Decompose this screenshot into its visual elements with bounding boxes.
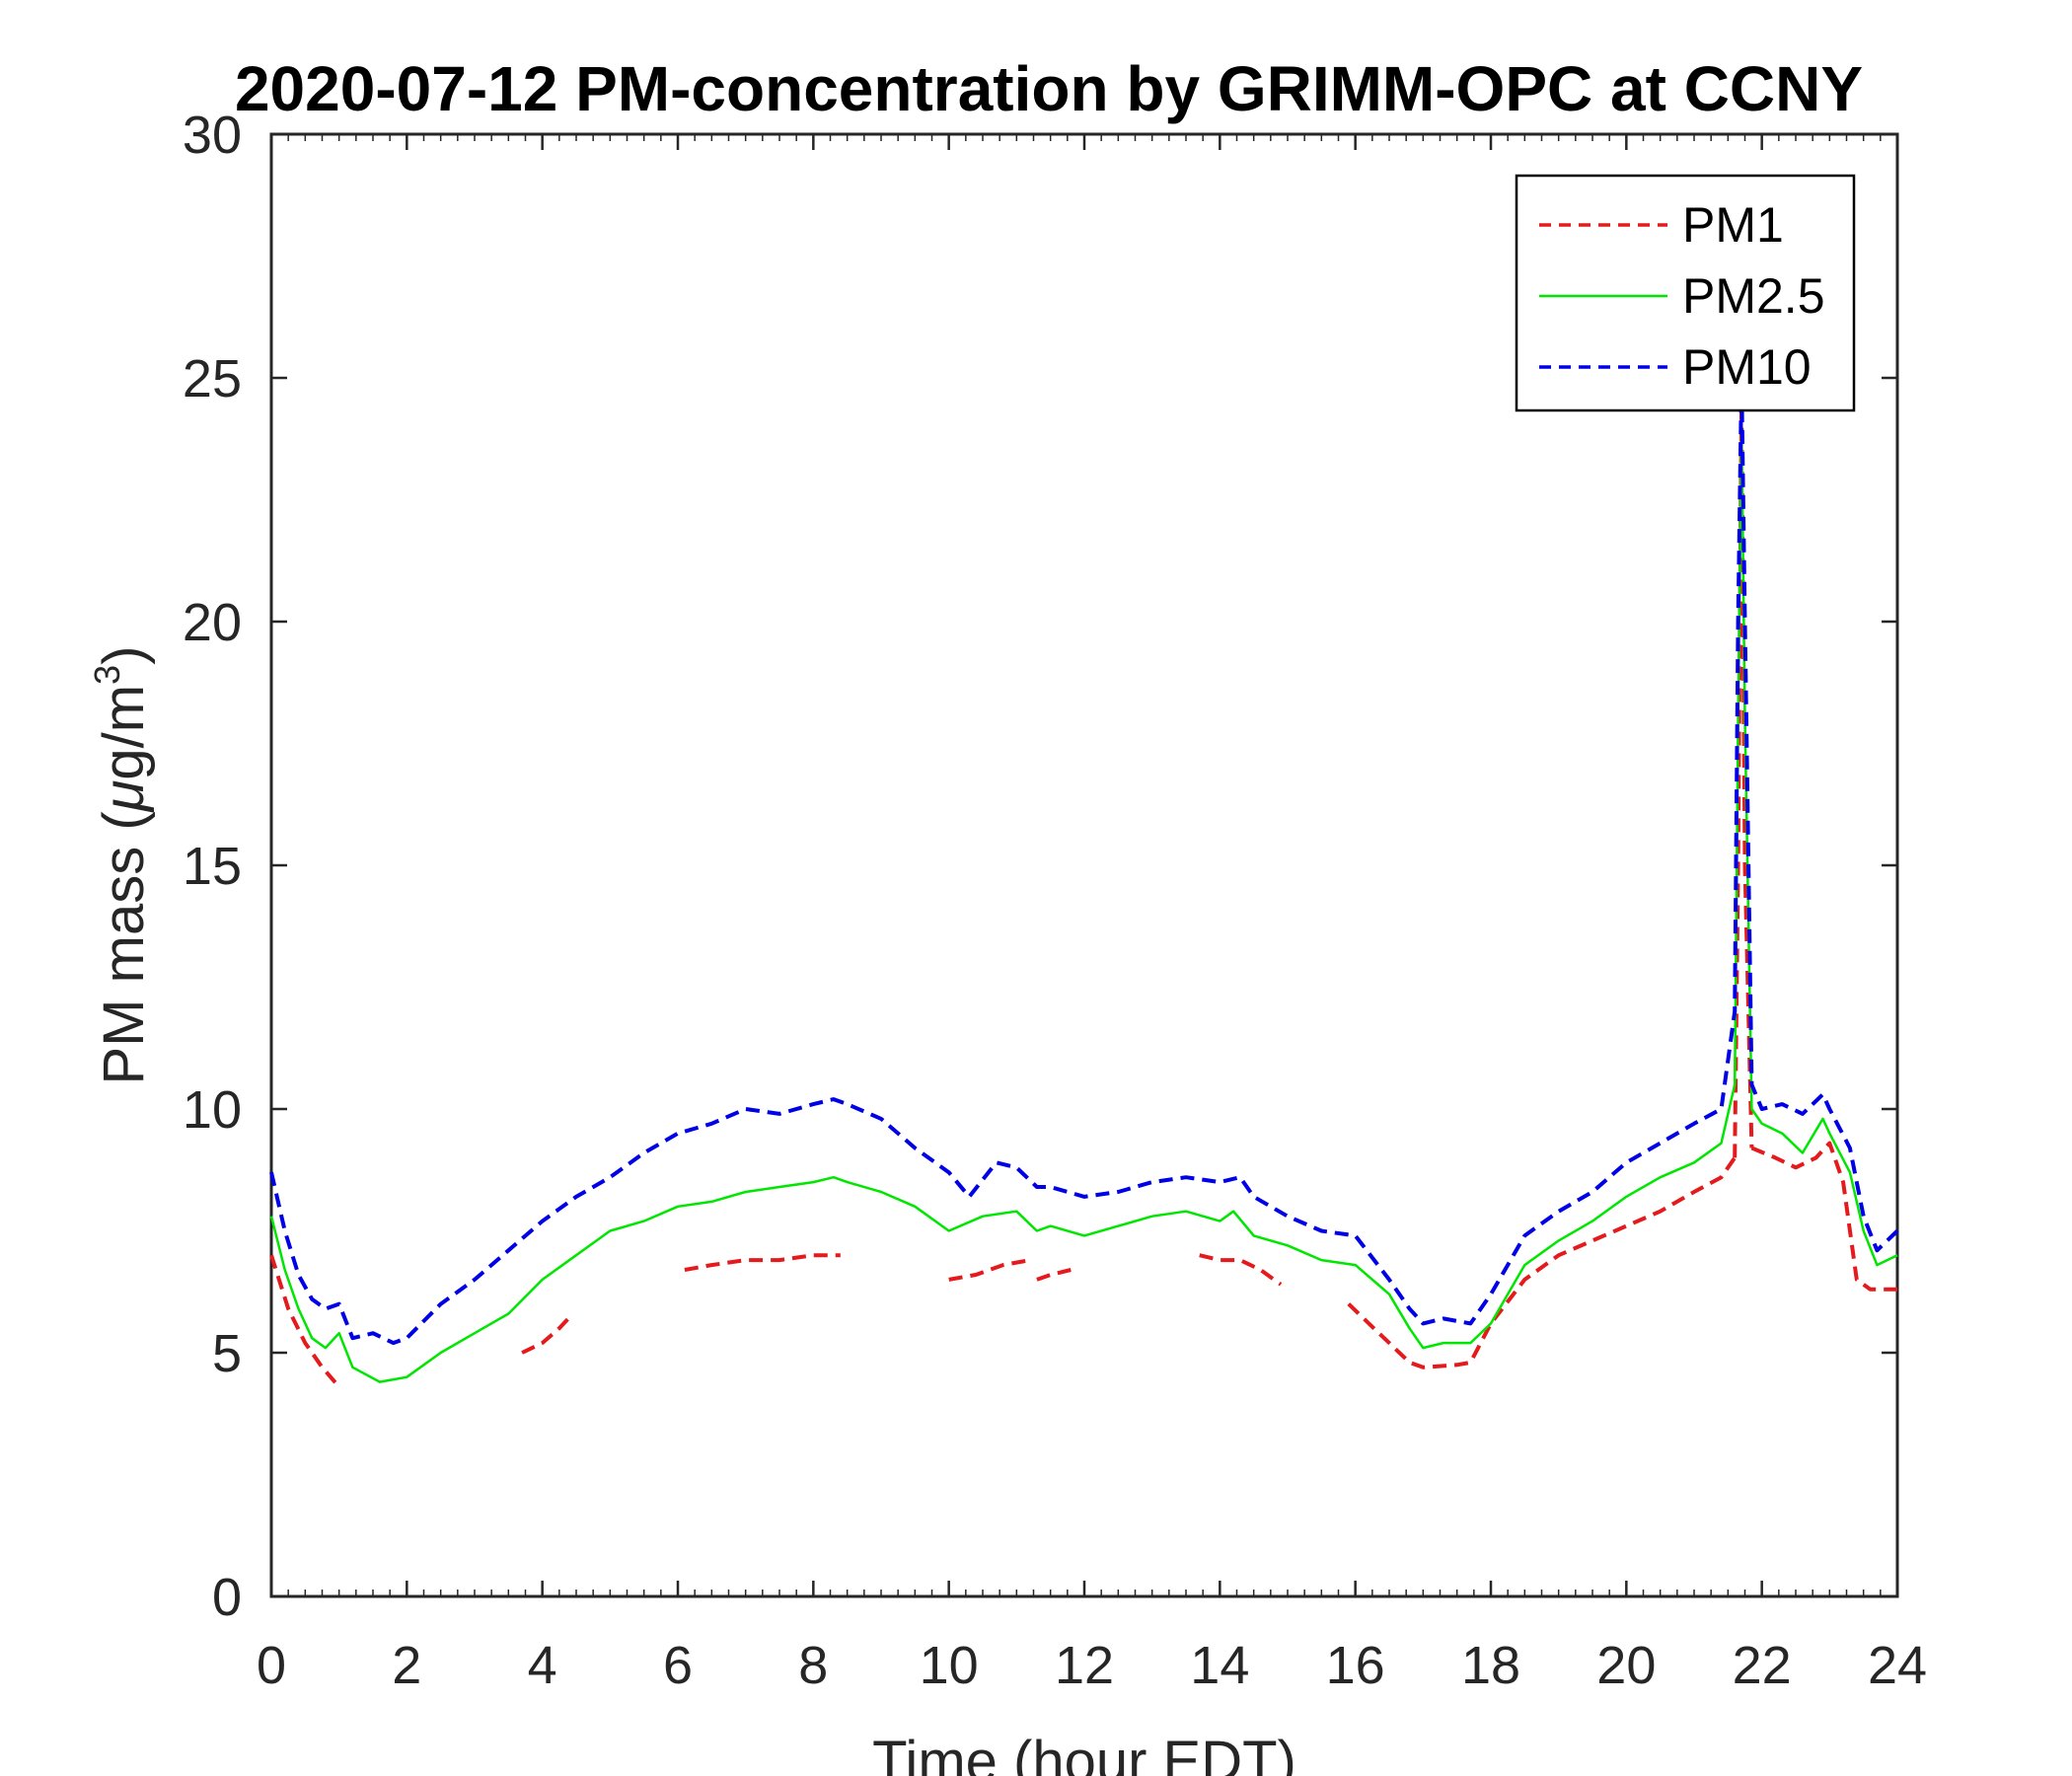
x-tick-label: 16 — [1326, 1636, 1385, 1695]
x-tick-label: 18 — [1461, 1636, 1520, 1695]
x-tick-label: 22 — [1733, 1636, 1792, 1695]
x-tick-label: 0 — [257, 1636, 286, 1695]
x-tick-label: 4 — [528, 1636, 557, 1695]
x-tick-label: 20 — [1596, 1636, 1656, 1695]
series-line — [1036, 1268, 1072, 1282]
chart-title: 2020-07-12 PM-concentration by GRIMM-OPC… — [235, 53, 1863, 124]
x-tick-labels: 0 2 4 6 8 10 12 14 16 18 20 22 24 — [257, 1636, 1927, 1695]
legend-box — [1515, 174, 1856, 412]
x-tick-label: 10 — [920, 1636, 979, 1695]
legend-label: PM1 — [1682, 197, 1784, 253]
y-axis-label: PM mass (μg/m3) — [87, 646, 156, 1085]
series-line — [1199, 1253, 1283, 1287]
x-tick-label: 2 — [392, 1636, 421, 1695]
series-layer — [269, 376, 1899, 1388]
y-axis-label-prefix: PM mass ( — [92, 811, 156, 1084]
legend-label: PM2.5 — [1682, 268, 1825, 324]
y-tick-label: 15 — [183, 837, 242, 896]
legend-label: PM10 — [1682, 339, 1812, 395]
x-tick-label: 24 — [1868, 1636, 1927, 1695]
series-line — [684, 1253, 841, 1272]
y-tick-label: 25 — [183, 349, 242, 408]
y-tick-label: 20 — [183, 593, 242, 652]
x-tick-label: 8 — [798, 1636, 828, 1695]
series-line — [269, 1254, 341, 1388]
y-tick-label: 30 — [183, 106, 242, 165]
y-axis-label-suffix: ) — [92, 646, 156, 665]
series-line — [948, 1258, 1031, 1282]
series-line — [1733, 400, 1754, 1158]
y-tick-labels: 0 5 10 15 20 25 30 — [183, 106, 242, 1627]
y-axis-label-superscript: 3 — [87, 665, 127, 685]
series-line — [1750, 1141, 1897, 1292]
y-tick-label: 5 — [212, 1324, 242, 1383]
x-axis-label: Time (hour EDT) — [872, 1730, 1296, 1776]
legend: PM1 PM2.5 PM10 — [1515, 174, 1856, 412]
series-line — [521, 1312, 575, 1355]
major-ticks — [269, 132, 1899, 1598]
y-axis-label-unit: g/m — [92, 685, 156, 780]
series-line — [1347, 1156, 1737, 1369]
y-axis-label-mu: μ — [92, 780, 156, 814]
x-tick-label: 12 — [1055, 1636, 1114, 1695]
y-tick-label: 0 — [212, 1568, 242, 1627]
x-tick-label: 14 — [1190, 1636, 1249, 1695]
x-tick-label: 6 — [663, 1636, 693, 1695]
y-tick-label: 10 — [183, 1080, 242, 1140]
series-pm1 — [269, 400, 1897, 1388]
